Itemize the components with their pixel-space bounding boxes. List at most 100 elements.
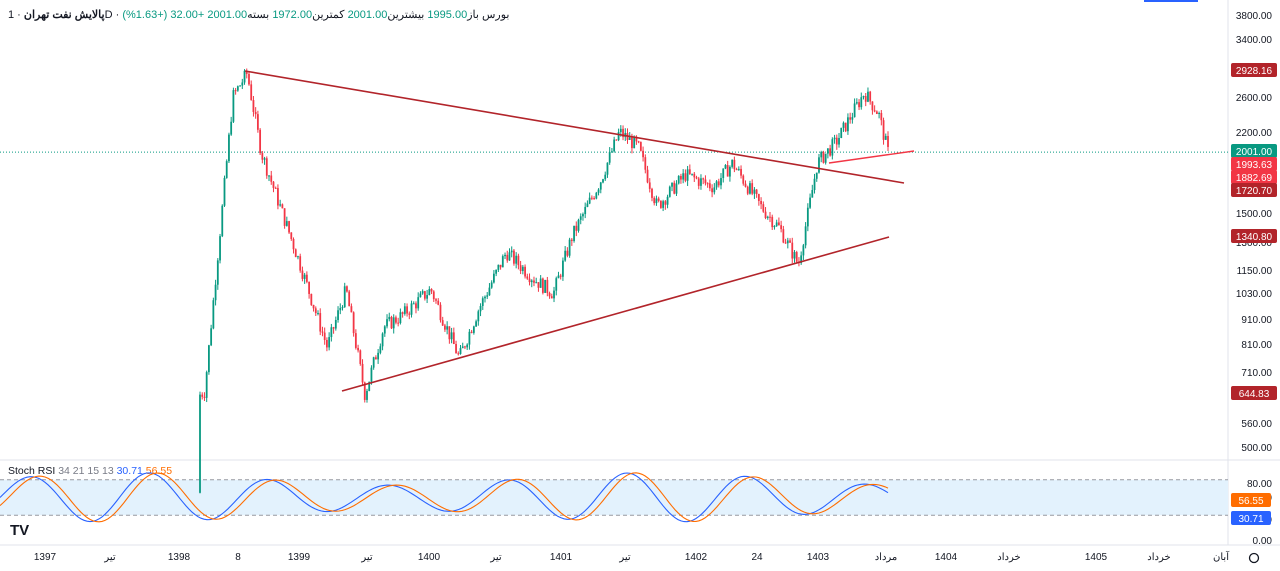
candle-body [510,250,513,253]
candle-body [867,91,869,102]
time-axis-label: آبان [1213,550,1230,563]
candle-body [700,178,702,186]
candle-body [882,120,885,140]
osc-band-fill [0,479,1228,516]
price-tag [1231,229,1277,243]
candle-body [517,255,520,266]
candle-body [285,221,288,226]
candle-body [611,151,613,153]
candle-body [831,139,834,156]
candle-body [403,306,406,314]
candle-body [666,196,669,205]
candle-body [243,70,246,83]
candle-body [236,86,239,91]
candle-body [615,139,618,141]
candle-body [597,189,600,193]
candle-body [317,313,319,315]
candle-body [488,287,491,296]
candle-body [824,153,827,163]
legend-low-label: کمترین [312,9,345,21]
candle-body [455,343,457,354]
legend-timeframe[interactable]: 1D [8,9,113,21]
candle-body [746,186,749,194]
candle-body [762,204,765,212]
candle-body [713,187,716,193]
candle-body [862,96,865,98]
price-tag [1231,144,1277,158]
candle-body [430,289,433,292]
price-axis: 3800.00 3400.00 2600.00 2200.00 1500.00 1300.… [1236,11,1273,547]
time-axis: 1397 تیر 1398 8 1399 تیر 1400 تیر 1401 تیر 1402 24 1… [10,522,1260,564]
osc-value-tag [1231,511,1271,525]
candle-body [248,73,250,85]
candle-body [199,394,201,493]
candle-body [753,189,756,194]
candle-body [277,188,279,206]
candle-body [653,197,656,204]
candle-body [815,172,818,179]
price-tag-label: 1720.70 [1236,186,1273,197]
candle-body [401,312,404,314]
legend-high-label: بیشترین [387,9,425,21]
legend-symbol[interactable]: پالایش نفت تهران [23,9,105,21]
candle-body [535,282,538,284]
candle-body [780,225,783,230]
candle-body [662,201,665,208]
candle-body [720,178,722,186]
candle-body [346,286,348,292]
candle-body [528,278,531,283]
time-axis-label: مرداد [875,552,898,563]
candle-body [553,290,555,299]
candle-body [800,255,803,264]
price-axis-label: 3800.00 [1236,11,1273,22]
candle-body [724,165,727,169]
candle-body [584,206,587,215]
price-axis-label: 2200.00 [1236,128,1273,139]
candle-body [533,280,535,283]
candle-body [880,112,883,121]
candle-body [740,168,742,176]
candle-body [575,225,578,231]
candle-body [515,255,518,264]
price-axis-label: 910.00 [1241,315,1272,326]
price-tag [1231,183,1277,197]
candle-body [241,82,244,86]
candle-body [784,242,787,244]
candle-body [461,346,464,349]
candle-body [735,169,738,171]
candle-body [744,183,747,187]
candle-body [452,332,455,344]
candle-body [579,216,582,220]
price-tag-label: 2928.16 [1236,66,1273,77]
candle-body [582,214,584,217]
candle-body [216,260,219,285]
price-tag [1231,63,1277,77]
candle-body [377,352,380,360]
candle-body [755,189,758,195]
candle-body [426,295,429,299]
candle-body [733,159,736,170]
time-axis-label: 8 [235,552,241,563]
legend-close-value: 2001.00 [207,9,248,21]
candle-body [479,305,482,312]
candle-body [357,347,359,351]
candle-body [684,173,687,181]
osc-name[interactable]: Stoch RSI [8,465,56,477]
candle-body [555,278,558,291]
candle-body [887,135,889,147]
candle-body [348,291,351,307]
candle-body [341,307,344,309]
candle-body [481,298,484,306]
candle-body [225,161,228,178]
candle-body [457,353,460,355]
candle-body [749,183,751,194]
candle-body [274,187,277,189]
candle-body [695,177,698,179]
candle-body [742,175,745,184]
candle-body [221,205,224,237]
time-axis-label: تیر [618,552,631,563]
candle-body [301,270,304,279]
candle-body [504,254,506,257]
candle-body [368,381,371,391]
